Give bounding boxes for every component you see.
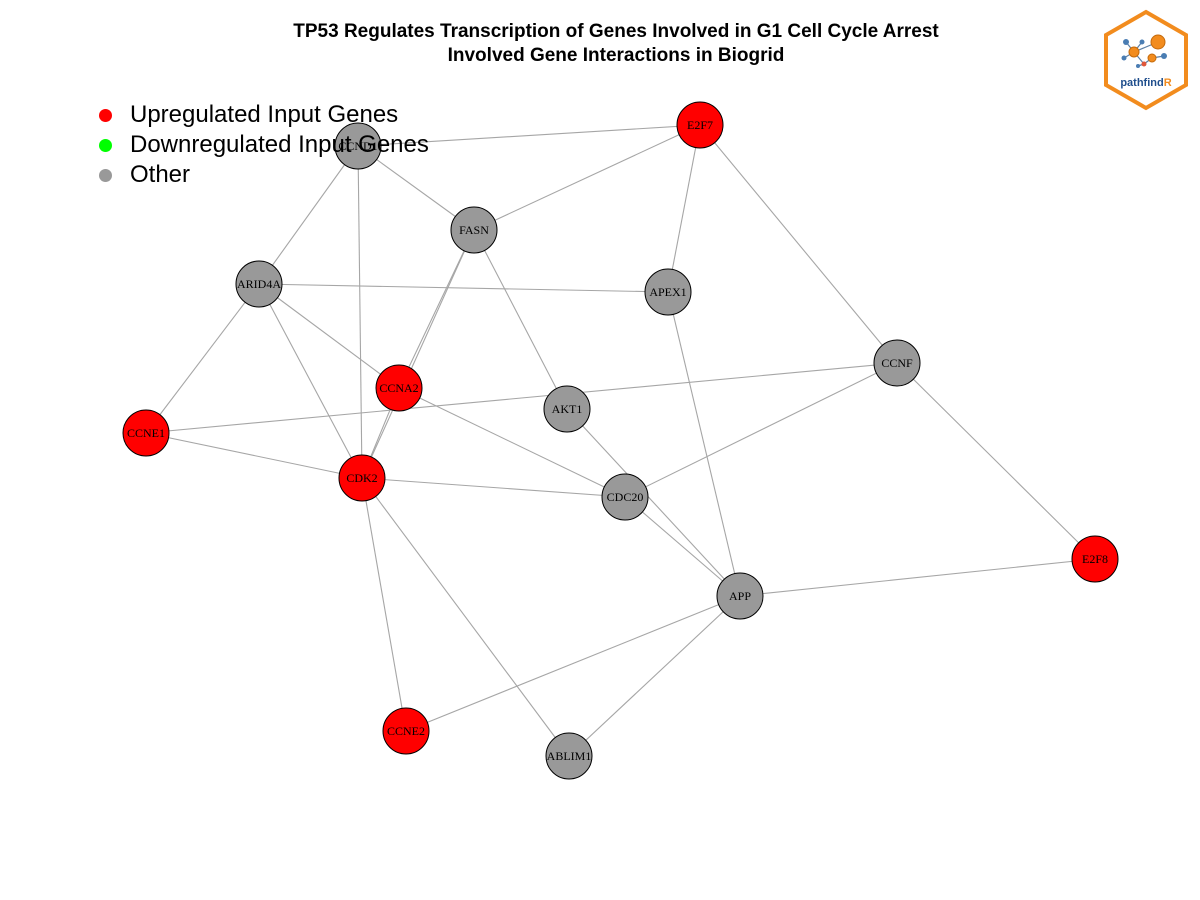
node-circle-arid4a [235,260,283,308]
node-ccnf: CCNF [873,339,921,387]
node-fasn: FASN [450,206,498,254]
legend-marker-upregulated [99,108,112,122]
edge-e2f8-app [739,558,1096,597]
legend-label-downregulated: Downregulated Input Genes [130,131,429,158]
edge-fasn-ccna2 [398,229,475,389]
edge-fasn-cdk2 [361,229,475,479]
node-label-e2f8: E2F8 [1082,552,1108,566]
node-apex1: APEX1 [644,268,692,316]
node-ccne1: CCNE1 [122,409,170,457]
node-circle-akt1 [543,385,591,433]
node-label-cdc20: CDC20 [607,490,644,504]
node-label-fasn: FASN [459,223,489,237]
edge-ccnd1-e2f7 [357,124,701,147]
logo-text-accent: R [1164,77,1172,89]
node-e2f8: E2F8 [1071,535,1119,583]
node-label-ccnd1: CCND1 [338,139,377,153]
node-label-arid4a: ARID4A [237,277,281,291]
edge-app-ablim1 [568,595,741,757]
edge-ccnd1-fasn [357,145,475,231]
edge-akt1-app [566,408,741,597]
node-label-app: APP [729,589,751,603]
node-ablim1: ABLIM1 [545,732,593,780]
edge-ccne1-cdk2 [145,432,363,479]
legend-label-other: Other [130,161,191,188]
edge-e2f7-ccnf [699,124,898,364]
edge-apex1-app [667,291,741,597]
edge-layer [145,124,1096,757]
edge-arid4a-cdk2 [258,283,363,479]
node-ccna2: CCNA2 [375,364,423,412]
edge-app-ccne2 [405,595,741,732]
node-cdk2: CDK2 [338,454,386,502]
svg-text:pathfindR: pathfindR [1120,77,1171,89]
title-line-1: TP53 Regulates Transcription of Genes In… [293,21,939,42]
node-ccnd1: CCND1 [334,122,382,170]
edge-e2f7-fasn [473,124,701,231]
node-app: APP [716,572,764,620]
legend-label-upregulated: Upregulated Input Genes [130,101,399,128]
logo-text-main: pathfind [1120,77,1163,89]
node-circle-ccnf [873,339,921,387]
node-ccne2: CCNE2 [382,707,430,755]
pathfindr-logo: pathfindR [1100,8,1192,112]
legend: Upregulated Input Genes Downregulated In… [96,100,429,190]
node-circle-apex1 [644,268,692,316]
node-label-cdk2: CDK2 [346,471,377,485]
legend-item-upregulated: Upregulated Input Genes [96,100,429,130]
edge-ccnf-e2f8 [896,362,1096,560]
node-label-ccne1: CCNE1 [127,426,165,440]
node-label-ccna2: CCNA2 [379,381,418,395]
edge-cdc20-app [624,496,741,597]
edge-fasn-akt1 [473,229,568,410]
node-circle-fasn [450,206,498,254]
node-circle-e2f7 [676,101,724,149]
edge-cdk2-cdc20 [361,477,626,498]
node-label-akt1: AKT1 [552,402,583,416]
node-akt1: AKT1 [543,385,591,433]
legend-marker-downregulated [99,138,112,152]
node-circle-cdc20 [601,473,649,521]
node-circle-app [716,572,764,620]
chart-title: TP53 Regulates Transcription of Genes In… [0,20,1200,68]
node-layer: CCND1 E2F7 FASN ARID4A APEX1 CCNF CCNA2 AKT1 CCN… [122,101,1119,780]
node-circle-ccna2 [375,364,423,412]
node-e2f7: E2F7 [676,101,724,149]
edge-e2f7-apex1 [667,124,701,293]
node-circle-e2f8 [1071,535,1119,583]
edge-ccnd1-cdk2 [357,145,363,479]
edge-cdk2-ccne2 [361,477,407,732]
edge-cdk2-ablim1 [361,477,570,757]
node-circle-ccne2 [382,707,430,755]
edge-arid4a-apex1 [258,283,669,293]
edge-ccnd1-arid4a [258,145,359,285]
node-circle-ccnd1 [334,122,382,170]
node-arid4a: ARID4A [235,260,283,308]
node-circle-cdk2 [338,454,386,502]
node-label-ablim1: ABLIM1 [547,749,592,763]
edge-ccnf-ccne1 [145,362,898,434]
edge-arid4a-ccne1 [145,283,260,434]
node-circle-ablim1 [545,732,593,780]
node-label-ccne2: CCNE2 [387,724,425,738]
edge-ccna2-cdc20 [398,387,626,498]
legend-item-other: Other [96,160,429,190]
legend-marker-other [99,168,112,182]
edge-ccnf-cdc20 [624,362,898,498]
node-label-apex1: APEX1 [649,285,686,299]
node-cdc20: CDC20 [601,473,649,521]
edge-arid4a-ccna2 [258,283,400,389]
node-label-e2f7: E2F7 [687,118,713,132]
node-label-ccnf: CCNF [881,356,913,370]
legend-item-downregulated: Downregulated Input Genes [96,130,429,160]
title-line-2: Involved Gene Interactions in Biogrid [447,45,785,66]
node-circle-ccne1 [122,409,170,457]
